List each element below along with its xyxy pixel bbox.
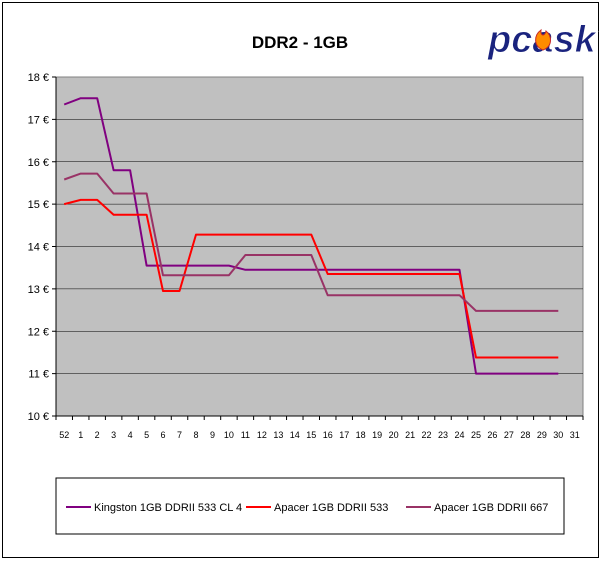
legend-entries: Kingston 1GB DDRII 533 CL 4 Apacer 1GB DD… [66,502,548,514]
legend-label: Apacer 1GB DDRII 533 [274,502,388,514]
x-tick-label: 3 [111,430,116,440]
x-tick-label: 13 [273,430,283,440]
x-tick-label: 8 [193,430,198,440]
legend-item-2: Apacer 1GB DDRII 533 [246,502,388,514]
x-tick-label: 12 [257,430,267,440]
x-tick-label: 29 [537,430,547,440]
x-tick-label: 16 [323,430,333,440]
series-line-2 [63,198,559,359]
x-tick-label: 2 [95,430,100,440]
x-axis: 52 1 2 3 4 5 6 7 8 9 10 11 12 13 14 15 16 17 18 19 20 21 22 23 2… [55,415,584,440]
x-tick-label: 1 [78,430,83,440]
x-tick-label: 19 [372,430,382,440]
legend-item-3: Apacer 1GB DDRII 667 [406,502,548,514]
pcask-logo: pcask [487,19,599,62]
series-lines [63,97,559,375]
x-tick-label: 9 [210,430,215,440]
series-line-1 [63,97,559,375]
y-tick-label: 13 € [28,284,49,296]
x-tick-label: 10 [224,430,234,440]
y-tick-label: 18 € [28,72,49,84]
x-tick-label: 31 [570,430,580,440]
x-tick-label: 52 [59,430,69,440]
y-tick-label: 14 € [28,242,49,254]
x-tick-label: 26 [487,430,497,440]
x-tick-label: 20 [389,430,399,440]
logo-flame-icon [535,28,551,51]
x-tick-label: 22 [422,430,432,440]
legend-label: Apacer 1GB DDRII 667 [434,502,548,514]
x-tick-label: 18 [356,430,366,440]
y-tick-label: 16 € [28,157,49,169]
x-tick-label: 23 [438,430,448,440]
legend-label: Kingston 1GB DDRII 533 CL 4 [94,502,242,514]
legend [55,477,565,535]
y-tick-label: 10 € [28,411,49,423]
x-tick-label: 25 [471,430,481,440]
x-tick-label: 5 [144,430,149,440]
y-tick-label: 15 € [28,199,49,211]
x-tick-label: 24 [454,430,464,440]
x-tick-label: 14 [290,430,300,440]
chart-title: DDR2 - 1GB [252,33,348,52]
x-tick-label: 15 [306,430,316,440]
x-tick-label: 17 [339,430,349,440]
y-tick-label: 12 € [28,326,49,338]
y-tick-label: 17 € [28,114,49,126]
x-tick-label: 4 [128,430,133,440]
x-tick-label: 21 [405,430,415,440]
x-tick-label: 7 [177,430,182,440]
x-tick-label: 28 [520,430,530,440]
x-tick-label: 11 [241,430,250,440]
legend-item-1: Kingston 1GB DDRII 533 CL 4 [66,502,242,514]
series-line-3 [63,172,559,312]
x-tick-label: 30 [553,430,563,440]
x-tick-label: 6 [161,430,166,440]
x-tick-label: 27 [504,430,514,440]
y-axis: 10 € 11 € 12 € 13 € 14 € 15 € 16 € 17 € 18 € [28,72,57,423]
y-tick-label: 11 € [28,369,49,381]
